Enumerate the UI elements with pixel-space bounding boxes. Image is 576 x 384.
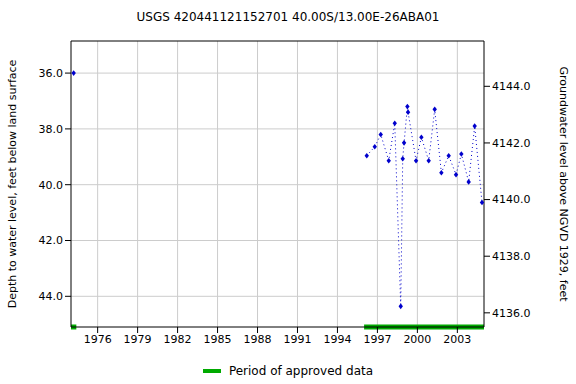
- svg-text:4138.0: 4138.0: [492, 250, 531, 263]
- svg-text:Groundwater level above NGVD 1: Groundwater level above NGVD 1929, feet: [557, 66, 568, 302]
- svg-text:Depth to water level, feet bel: Depth to water level, feet below land su…: [8, 59, 19, 308]
- html-text:USGS 420441121152701 40.00S/13: USGS 420441121152701 40.00S/13.00E-26ABA…: [136, 10, 440, 24]
- svg-text:44.0: 44.0: [39, 290, 64, 303]
- svg-text:1997: 1997: [363, 333, 391, 345]
- svg-text:36.0: 36.0: [39, 67, 64, 80]
- svg-text:1988: 1988: [244, 333, 272, 345]
- svg-text:4142.0: 4142.0: [492, 137, 531, 150]
- svg-text:2000: 2000: [403, 333, 431, 345]
- svg-text:1991: 1991: [283, 333, 311, 345]
- svg-text:1982: 1982: [164, 333, 192, 345]
- svg-text:4136.0: 4136.0: [492, 307, 531, 320]
- svg-text:1976: 1976: [84, 333, 112, 345]
- svg-text:1979: 1979: [124, 333, 152, 345]
- svg-text:1985: 1985: [204, 333, 232, 345]
- svg-text:38.0: 38.0: [39, 123, 64, 136]
- svg-text:40.0: 40.0: [39, 179, 64, 192]
- svg-text:1994: 1994: [323, 333, 351, 345]
- svg-text:4140.0: 4140.0: [492, 193, 531, 206]
- svg-text:4144.0: 4144.0: [492, 80, 531, 93]
- svg-text:42.0: 42.0: [39, 234, 64, 247]
- svg-text:2003: 2003: [443, 333, 471, 345]
- html-text:Period of approved data: Period of approved data: [228, 364, 374, 378]
